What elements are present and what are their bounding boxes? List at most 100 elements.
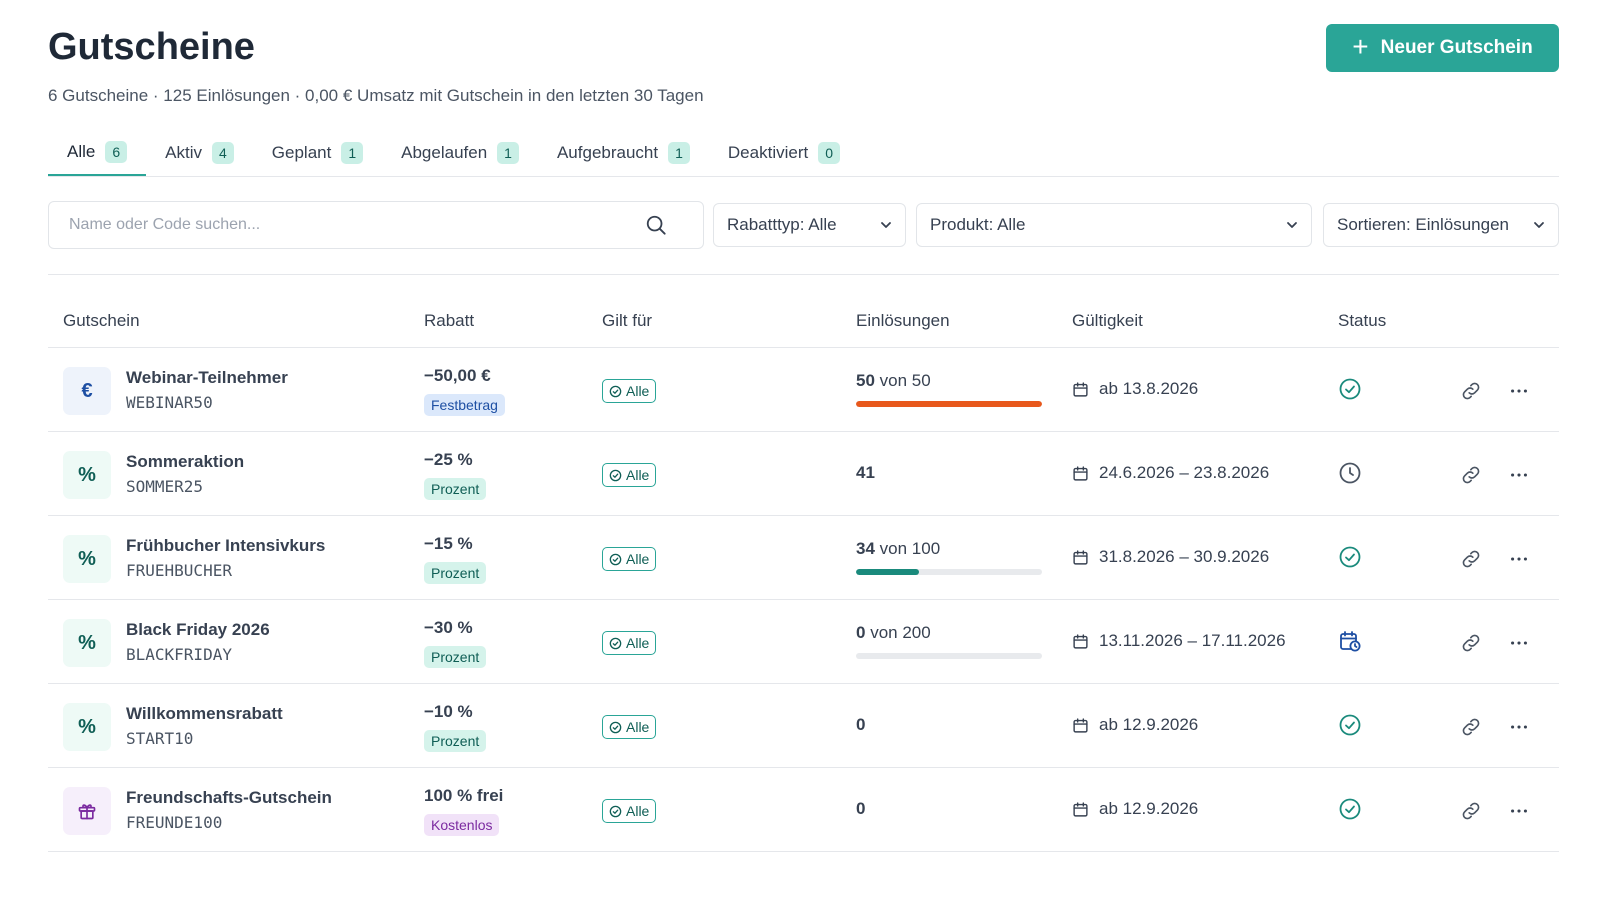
coupon-name[interactable]: Sommeraktion: [126, 452, 245, 471]
coupon-name[interactable]: Webinar-Teilnehmer: [126, 368, 288, 387]
validity-range: ab 12.9.2026: [1099, 799, 1199, 818]
tab-count: 1: [341, 142, 364, 164]
more-horizontal-icon: [1511, 809, 1527, 813]
tab-abgelaufen[interactable]: Abgelaufen 1: [382, 130, 538, 176]
new-coupon-button[interactable]: + Neuer Gutschein: [1326, 24, 1559, 72]
redemption-progress-bar: [856, 401, 1042, 407]
redemption-progress-bar: [856, 653, 1042, 659]
validity: ab 12.9.2026: [1072, 799, 1198, 819]
discount-value: −15 %: [424, 534, 473, 553]
discount-value: 100 % frei: [424, 786, 504, 805]
column-header-redemptions: Einlösungen: [856, 311, 950, 330]
applies-to-label: Alle: [626, 803, 650, 819]
sort-select[interactable]: Sortieren: Einlösungen: [1323, 203, 1559, 247]
sort-value: Sortieren: Einlösungen: [1337, 215, 1510, 234]
copy-link-button[interactable]: [1460, 380, 1482, 407]
search-box: [48, 201, 704, 249]
coupon-code: WEBINAR50: [126, 393, 213, 412]
table-row[interactable]: % Willkommensrabatt START10 −10 % Prozent All…: [48, 685, 1559, 768]
tab-deaktiviert[interactable]: Deaktiviert 0: [709, 130, 859, 176]
search-input[interactable]: [49, 202, 609, 248]
icon-glyph: %: [78, 463, 96, 486]
redeemed-count: 0: [856, 799, 866, 818]
icon-glyph: %: [78, 715, 96, 738]
more-actions-button[interactable]: [1508, 632, 1530, 659]
column-header-applies: Gilt für: [602, 311, 653, 330]
redemption-progress-fill: [856, 401, 1042, 407]
discount-type-select[interactable]: Rabatttyp: Alle: [713, 203, 906, 247]
applies-to-label: Alle: [626, 551, 650, 567]
redeemed-count: 34: [856, 539, 875, 558]
more-horizontal-icon: [1511, 389, 1527, 393]
gift-icon: [63, 787, 111, 835]
chevron-down-icon: [1534, 222, 1544, 228]
plus-icon: +: [1352, 30, 1369, 62]
percent-icon: %: [63, 619, 111, 667]
coupon-name[interactable]: Freundschafts-Gutschein: [126, 788, 332, 807]
redeemed-count: 0: [856, 623, 866, 642]
validity-range: 13.11.2026 – 17.11.2026: [1099, 631, 1286, 650]
search-icon[interactable]: [645, 214, 667, 236]
more-actions-button[interactable]: [1508, 716, 1530, 743]
coupon-name[interactable]: Black Friday 2026: [126, 620, 270, 639]
redemptions: 41: [856, 463, 875, 483]
copy-link-button[interactable]: [1460, 464, 1482, 491]
tab-label: Deaktiviert: [727, 143, 809, 162]
percent-icon: %: [63, 451, 111, 499]
table-row[interactable]: % Sommeraktion SOMMER25 −25 % Prozent Alle 41 …: [48, 433, 1559, 516]
product-value: Produkt: Alle: [930, 215, 1026, 234]
table-row[interactable]: Freundschafts-Gutschein FREUNDE100 100 % f…: [48, 769, 1559, 852]
copy-link-button[interactable]: [1460, 548, 1482, 575]
applies-to-label: Alle: [626, 383, 650, 399]
copy-link-button[interactable]: [1460, 632, 1482, 659]
filter-divider: [48, 274, 1559, 275]
coupon-name[interactable]: Frühbucher Intensivkurs: [126, 536, 326, 555]
status-active-icon: [1339, 798, 1361, 820]
link-icon: [1462, 802, 1480, 820]
applies-to-badge: Alle: [602, 715, 657, 739]
check-circle-icon: [609, 385, 622, 397]
tab-geplant[interactable]: Geplant 1: [253, 130, 382, 176]
tab-aufgebraucht[interactable]: Aufgebraucht 1: [538, 130, 709, 176]
chevron-down-icon: [1287, 222, 1297, 228]
validity: 31.8.2026 – 30.9.2026: [1072, 547, 1269, 567]
link-icon: [1462, 634, 1480, 652]
discount-type-badge: Prozent: [424, 478, 487, 500]
link-icon: [1462, 382, 1480, 400]
gift-glyph: [78, 804, 96, 820]
applies-to-badge: Alle: [602, 379, 657, 403]
status-expired-clock-icon: [1339, 462, 1361, 484]
more-actions-button[interactable]: [1508, 800, 1530, 827]
tab-aktiv[interactable]: Aktiv 4: [146, 130, 253, 176]
discount-type-badge: Kostenlos: [424, 814, 500, 836]
tab-count: 4: [212, 142, 234, 164]
validity-range: ab 13.8.2026: [1099, 379, 1199, 398]
discount-value: −25 %: [424, 450, 473, 469]
table-row[interactable]: % Frühbucher Intensivkurs FRUEHBUCHER −15 %…: [48, 517, 1559, 600]
table-row[interactable]: % Black Friday 2026 BLACKFRIDAY −30 % Prozen…: [48, 601, 1559, 684]
redeemed-count: 50: [856, 371, 875, 390]
column-header-validity: Gültigkeit: [1072, 311, 1143, 330]
check-circle-icon: [609, 553, 622, 565]
more-horizontal-icon: [1511, 641, 1527, 645]
more-actions-button[interactable]: [1508, 548, 1530, 575]
tab-label: Abgelaufen: [401, 143, 488, 162]
coupon-name[interactable]: Willkommensrabatt: [126, 704, 283, 723]
icon-glyph: €: [81, 379, 93, 402]
product-select[interactable]: Produkt: Alle: [916, 203, 1312, 247]
check-circle-icon: [609, 637, 622, 649]
discount-value: −10 %: [424, 702, 473, 721]
applies-to-label: Alle: [626, 719, 650, 735]
more-actions-button[interactable]: [1508, 464, 1530, 491]
copy-link-button[interactable]: [1460, 800, 1482, 827]
calendar-icon: [1073, 801, 1088, 817]
new-coupon-label: Neuer Gutschein: [1380, 37, 1533, 58]
more-actions-button[interactable]: [1508, 380, 1530, 407]
tab-alle[interactable]: Alle 6: [48, 130, 147, 176]
copy-link-button[interactable]: [1460, 716, 1482, 743]
percent-icon: %: [63, 535, 111, 583]
page-title: Gutscheine: [48, 26, 255, 68]
check-circle-icon: [609, 721, 622, 733]
table-row[interactable]: € Webinar-Teilnehmer WEBINAR50 −50,00 € Fest…: [48, 349, 1559, 432]
discount-type-badge: Festbetrag: [424, 394, 505, 416]
